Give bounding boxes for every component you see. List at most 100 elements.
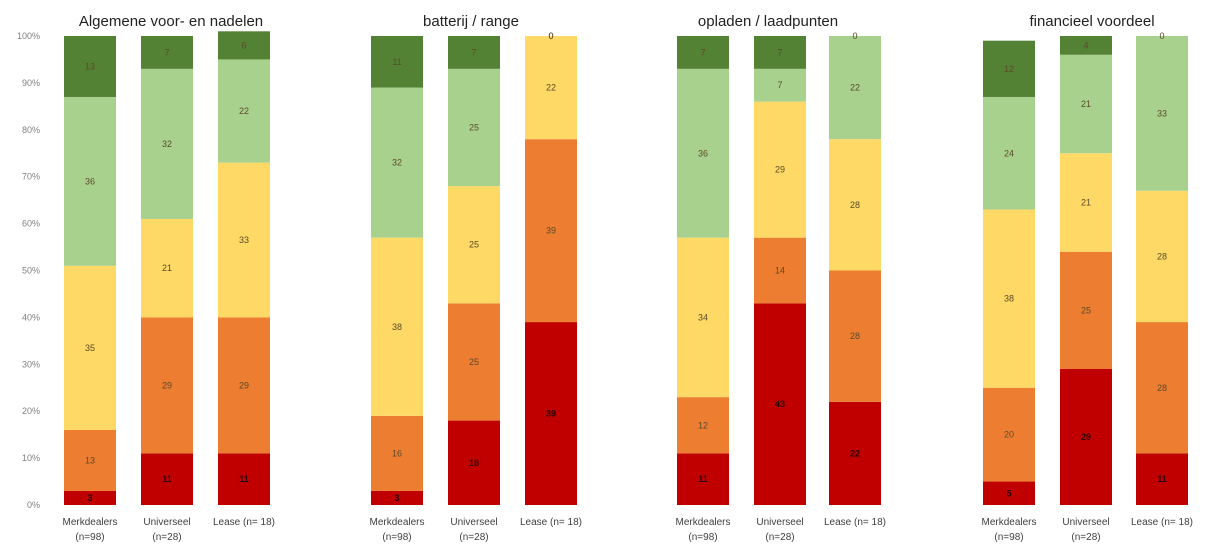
- bar-segment: [525, 322, 577, 505]
- y-tick-label: 20%: [22, 406, 40, 416]
- bar-segment: [218, 162, 270, 318]
- x-tick-label: (n=28): [152, 532, 181, 543]
- bar-segment: [141, 317, 193, 454]
- bar-segment: [448, 303, 500, 421]
- bar-segment: [448, 186, 500, 304]
- data-label: 11: [1157, 474, 1167, 484]
- bar-segment: [829, 401, 881, 505]
- data-label: 32: [392, 158, 402, 168]
- data-label: 24: [1004, 148, 1014, 158]
- data-label: 28: [1157, 251, 1167, 261]
- bar-segment: [218, 317, 270, 454]
- data-label: 22: [850, 448, 860, 458]
- bar-segment: [829, 270, 881, 402]
- x-tick-label: Lease (n= 18): [824, 517, 886, 528]
- bar-segment: [371, 237, 423, 416]
- x-tick-label: Merkdealers: [675, 517, 730, 528]
- data-label: 25: [469, 357, 479, 367]
- x-tick-label: (n=98): [75, 532, 104, 543]
- data-label: 22: [546, 83, 556, 93]
- bar-segment: [218, 59, 270, 163]
- x-tick-label: Universeel: [1062, 517, 1109, 528]
- bar-segment: [141, 68, 193, 219]
- y-tick-label: 80%: [22, 125, 40, 135]
- x-tick-label: (n=28): [459, 532, 488, 543]
- data-label: 11: [392, 57, 401, 67]
- data-label: 38: [392, 322, 402, 332]
- bar-segment: [754, 101, 806, 238]
- data-label: 11: [698, 474, 708, 484]
- bar-segment: [1060, 153, 1112, 252]
- data-label: 7: [164, 47, 169, 57]
- data-label: 21: [1081, 197, 1091, 207]
- bar-segment: [448, 420, 500, 505]
- data-label: 36: [698, 148, 708, 158]
- panel-title: financieel voordeel: [1029, 13, 1154, 30]
- data-label: 21: [162, 263, 172, 273]
- data-label: 12: [698, 420, 708, 430]
- x-tick-label: (n=98): [688, 532, 717, 543]
- bar-segment: [371, 490, 423, 505]
- data-label: 18: [469, 458, 479, 468]
- data-label: 33: [1157, 108, 1167, 118]
- data-label: 36: [85, 176, 95, 186]
- bar-segment: [448, 68, 500, 187]
- bar-segment: [983, 387, 1035, 482]
- data-label: 28: [850, 331, 860, 341]
- data-label: 7: [700, 47, 705, 57]
- data-label: 39: [546, 409, 556, 419]
- data-label: 29: [775, 165, 785, 175]
- bar-segment: [525, 139, 577, 323]
- data-label: 25: [469, 240, 479, 250]
- data-label: 3: [394, 493, 399, 503]
- x-tick-label: Merkdealers: [369, 517, 424, 528]
- bar-segment: [141, 36, 193, 69]
- x-tick-label: Merkdealers: [981, 517, 1036, 528]
- data-label: 6: [241, 40, 246, 50]
- x-tick-label: Universeel: [450, 517, 497, 528]
- bar-segment: [371, 36, 423, 88]
- bar-segment: [64, 265, 116, 430]
- y-tick-label: 70%: [22, 172, 40, 182]
- bar-segment: [448, 36, 500, 69]
- data-label: 29: [1081, 432, 1091, 442]
- data-label: 25: [469, 122, 479, 132]
- bar-segment: [983, 209, 1035, 388]
- bar-segment: [1060, 368, 1112, 505]
- data-label: 13: [85, 61, 95, 71]
- bar-segment: [64, 490, 116, 505]
- bar-segment: [1136, 453, 1188, 505]
- bar-segment: [829, 139, 881, 271]
- bar-segment: [1060, 251, 1112, 369]
- x-tick-label: Lease (n= 18): [520, 517, 582, 528]
- data-label: 38: [1004, 294, 1014, 304]
- x-tick-label: Universeel: [756, 517, 803, 528]
- y-tick-label: 10%: [22, 453, 40, 463]
- panel-title: batterij / range: [423, 13, 519, 30]
- bar-segment: [218, 31, 270, 60]
- y-tick-label: 100%: [17, 31, 40, 41]
- data-label: 0: [548, 31, 553, 41]
- bar-segment: [754, 237, 806, 304]
- data-label: 25: [1081, 305, 1091, 315]
- bar-segment: [754, 303, 806, 505]
- bar-segment: [1060, 54, 1112, 154]
- y-tick-label: 90%: [22, 78, 40, 88]
- data-label: 35: [85, 343, 95, 353]
- data-label: 11: [162, 474, 172, 484]
- bar-segment: [1060, 36, 1112, 55]
- data-label: 7: [777, 47, 782, 57]
- bar-segment: [829, 36, 881, 140]
- bar-segment: [1136, 190, 1188, 323]
- data-label: 12: [1004, 64, 1014, 74]
- data-label: 32: [162, 139, 172, 149]
- data-label: 7: [471, 47, 476, 57]
- y-tick-label: 50%: [22, 266, 40, 276]
- data-label: 11: [239, 474, 249, 484]
- data-label: 0: [1159, 31, 1164, 41]
- bar-segment: [141, 218, 193, 318]
- bar-segment: [64, 36, 116, 97]
- bar-segment: [677, 453, 729, 505]
